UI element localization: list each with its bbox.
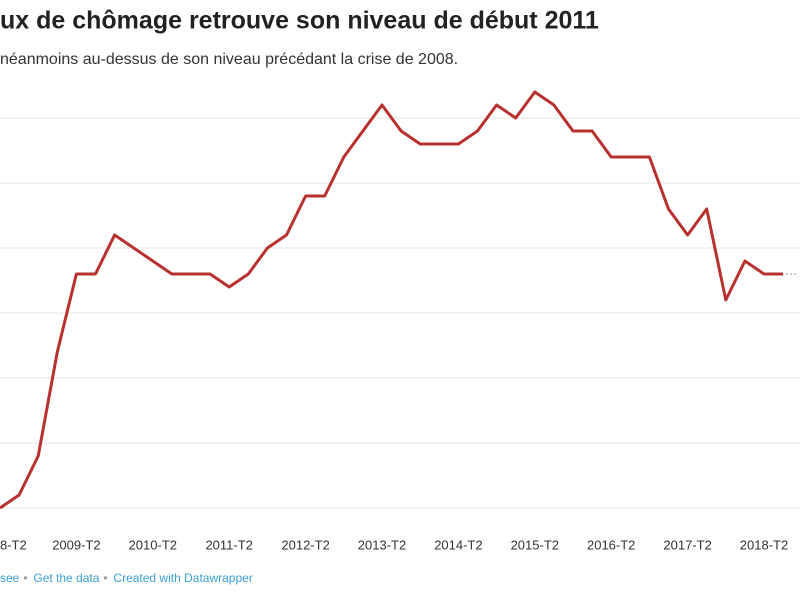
x-tick-label: 2014-T2	[434, 537, 482, 552]
chart-title: ux de chômage retrouve son niveau de déb…	[0, 7, 599, 35]
footer-source[interactable]: see	[0, 571, 20, 585]
plot: 8-T2 2009-T2 2010-T2 2011-T2 2012-T2 2013-T2 2…	[0, 90, 800, 552]
x-tick-label: 2015-T2	[511, 537, 559, 552]
footer-separator: •	[103, 571, 107, 585]
chart-subtitle: néanmoins au-dessus de son niveau précéd…	[0, 51, 458, 68]
x-tick-label: 2018-T2	[740, 537, 788, 552]
x-tick-label: 2011-T2	[205, 537, 252, 552]
x-tick-label: 2009-T2	[52, 537, 100, 552]
line	[0, 90, 784, 510]
x-tick-label: 2013-T2	[358, 537, 406, 552]
footer-link[interactable]: Get the data	[33, 571, 99, 585]
footer-separator: •	[23, 571, 27, 585]
x-tick-label: 2016-T2	[587, 537, 635, 552]
x-tick-label: 2012-T2	[281, 537, 329, 552]
x-tick-label: 2010-T2	[129, 537, 177, 552]
footer-credit[interactable]: Created with Datawrapper	[113, 571, 252, 585]
x-tick-label: 8-T2	[0, 537, 27, 552]
x-tick-label: 2017-T2	[663, 537, 711, 552]
